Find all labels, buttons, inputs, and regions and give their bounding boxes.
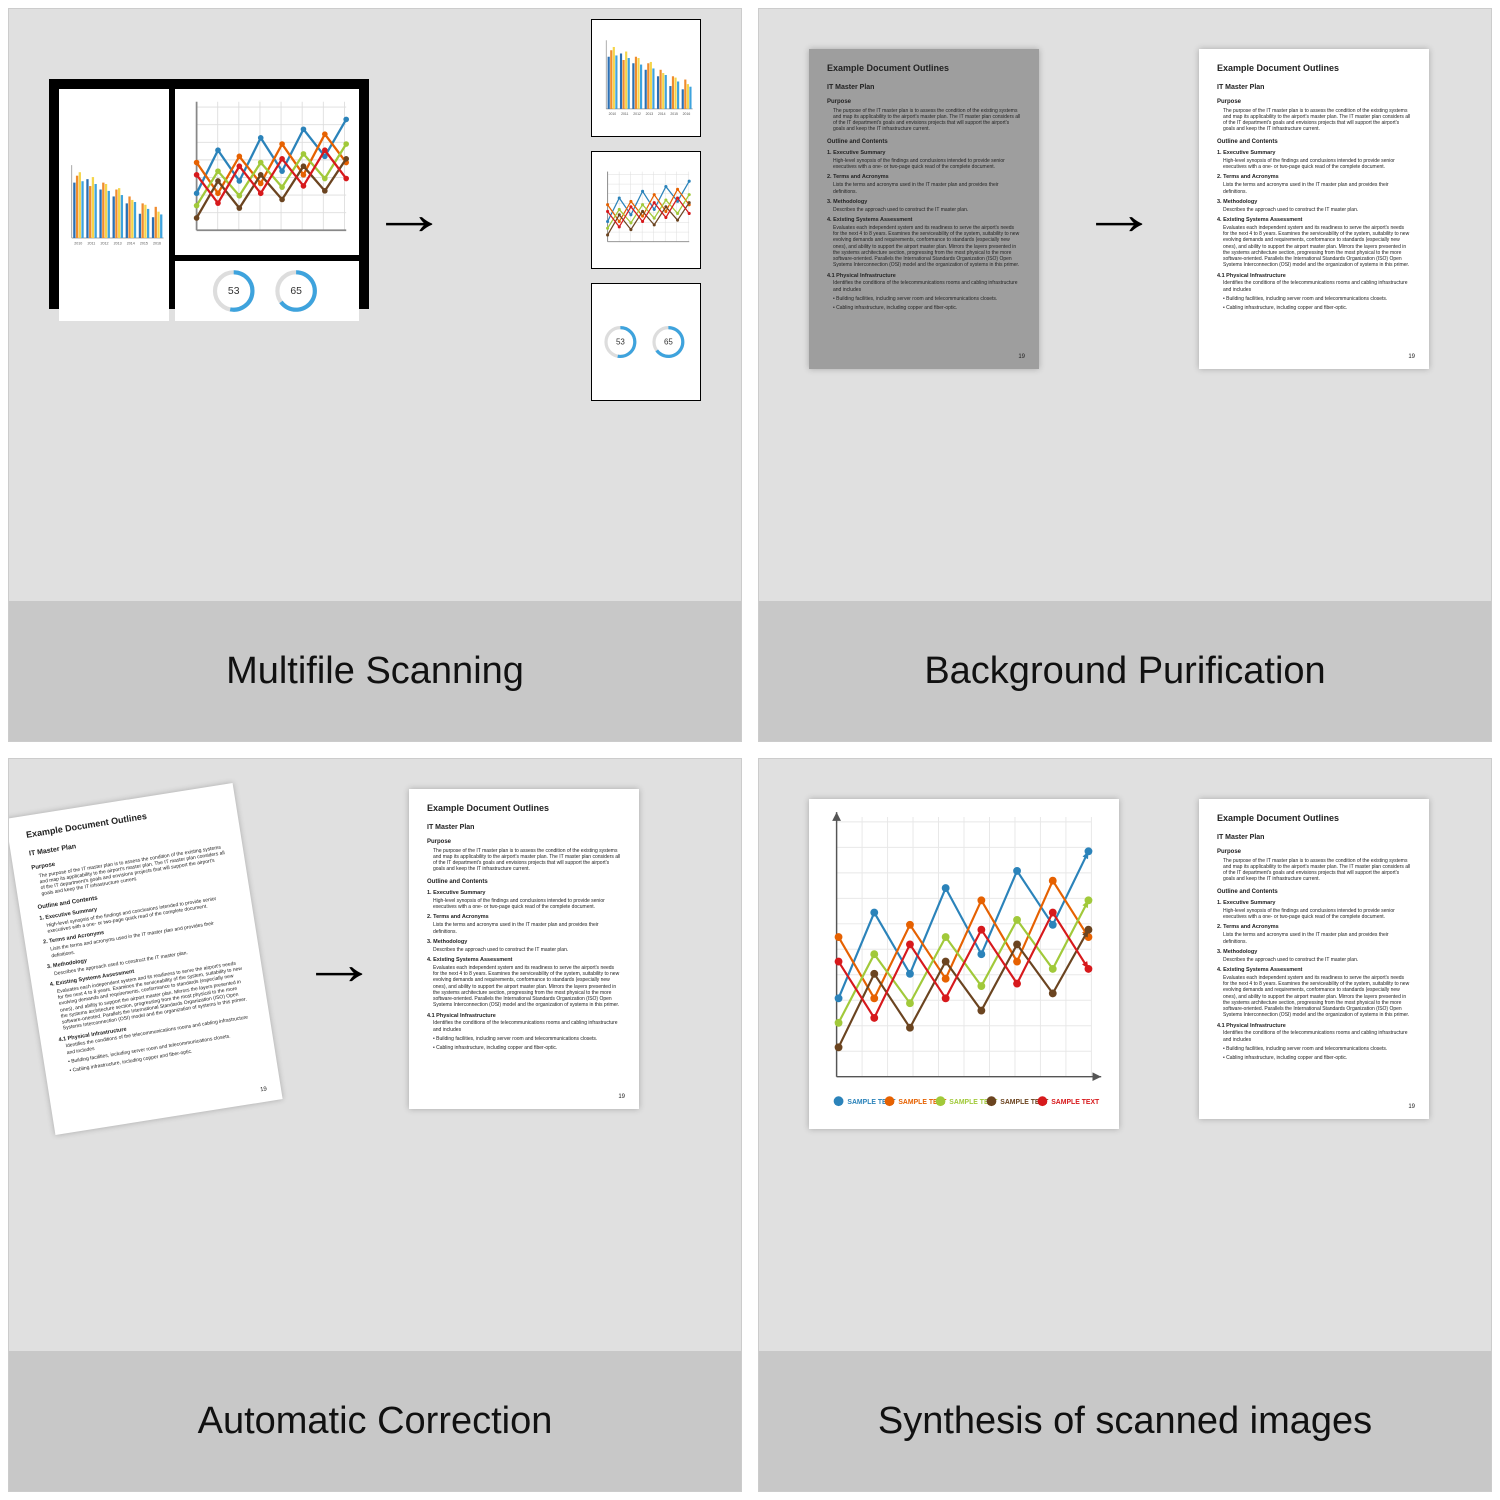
svg-text:2012: 2012 <box>100 242 108 246</box>
svg-text:2015: 2015 <box>140 242 148 246</box>
illustration-multifile: 2010 2011 2012 2013 2014 2015 2016 53 65 → 2010… <box>9 9 741 601</box>
doc-page: Example Document Outlines IT Master Plan… <box>1199 799 1429 1119</box>
svg-text:65: 65 <box>664 337 673 346</box>
doc-before-grey: Example Document Outlines IT Master Plan… <box>809 49 1039 369</box>
doc-before-tilt: Example Document Outlines IT Master Plan… <box>9 783 283 1135</box>
arrow-icon: → <box>370 179 448 248</box>
svg-text:53: 53 <box>228 287 240 298</box>
line-chart-icon <box>179 93 355 251</box>
svg-text:2013: 2013 <box>646 112 654 116</box>
panel-multifile: 2010 2011 2012 2013 2014 2015 2016 53 65 → 2010… <box>8 8 742 742</box>
svg-text:53: 53 <box>616 337 625 346</box>
split-lines <box>591 151 701 269</box>
split-outputs: 2010 2011 2012 2013 2014 2015 2016 53 65 <box>591 19 701 401</box>
svg-text:2014: 2014 <box>127 242 135 246</box>
svg-text:65: 65 <box>290 287 302 298</box>
line-chart-icon <box>598 158 694 262</box>
illustration-auto-correct: Example Document Outlines IT Master Plan… <box>9 759 741 1351</box>
bar-chart-icon: 2010 2011 2012 2013 2014 2015 2016 <box>598 26 694 130</box>
gauges-icon: 53 65 <box>179 265 355 317</box>
gauges-icon: 53 65 <box>598 290 694 394</box>
svg-text:SAMPLE TEXT: SAMPLE TEXT <box>1051 1099 1100 1106</box>
panel-synthesis: SAMPLE TEXTSAMPLE TEXTSAMPLE TEXTSAMPLE … <box>758 758 1492 1492</box>
caption-bg-purify: Background Purification <box>759 601 1491 741</box>
illustration-bg-purify: Example Document Outlines IT Master Plan… <box>759 9 1491 601</box>
svg-text:2015: 2015 <box>670 112 678 116</box>
svg-text:2010: 2010 <box>609 112 617 116</box>
split-gauges: 53 65 <box>591 283 701 401</box>
arrow-icon: → <box>1080 179 1158 248</box>
illustration-synthesis: SAMPLE TEXTSAMPLE TEXTSAMPLE TEXTSAMPLE … <box>759 759 1491 1351</box>
caption-synthesis: Synthesis of scanned images <box>759 1351 1491 1491</box>
caption-auto-correct: Automatic Correction <box>9 1351 741 1491</box>
svg-text:2012: 2012 <box>633 112 641 116</box>
bar-chart-icon: 2010 2011 2012 2013 2014 2015 2016 <box>63 93 165 317</box>
svg-text:2013: 2013 <box>114 242 122 246</box>
composite-gauges: 53 65 <box>175 261 359 321</box>
doc-after-clean: Example Document Outlines IT Master Plan… <box>1199 49 1429 369</box>
svg-text:2010: 2010 <box>74 242 82 246</box>
svg-text:2014: 2014 <box>658 112 666 116</box>
chart-page: SAMPLE TEXTSAMPLE TEXTSAMPLE TEXTSAMPLE … <box>809 799 1119 1129</box>
composite-lines <box>175 89 359 255</box>
caption-multifile: Multifile Scanning <box>9 601 741 741</box>
svg-text:2016: 2016 <box>683 112 691 116</box>
svg-text:2011: 2011 <box>88 242 96 246</box>
line-chart-large: SAMPLE TEXTSAMPLE TEXTSAMPLE TEXTSAMPLE … <box>817 807 1111 1121</box>
doc-after-straight: Example Document Outlines IT Master Plan… <box>409 789 639 1109</box>
composite-sheet: 2010 2011 2012 2013 2014 2015 2016 53 65 <box>49 79 369 309</box>
panel-auto-correct: Example Document Outlines IT Master Plan… <box>8 758 742 1492</box>
split-bars: 2010 2011 2012 2013 2014 2015 2016 <box>591 19 701 137</box>
svg-text:2011: 2011 <box>621 112 628 116</box>
composite-bars: 2010 2011 2012 2013 2014 2015 2016 <box>59 89 169 321</box>
svg-text:2016: 2016 <box>153 242 161 246</box>
panel-bg-purify: Example Document Outlines IT Master Plan… <box>758 8 1492 742</box>
arrow-icon: → <box>300 929 378 998</box>
